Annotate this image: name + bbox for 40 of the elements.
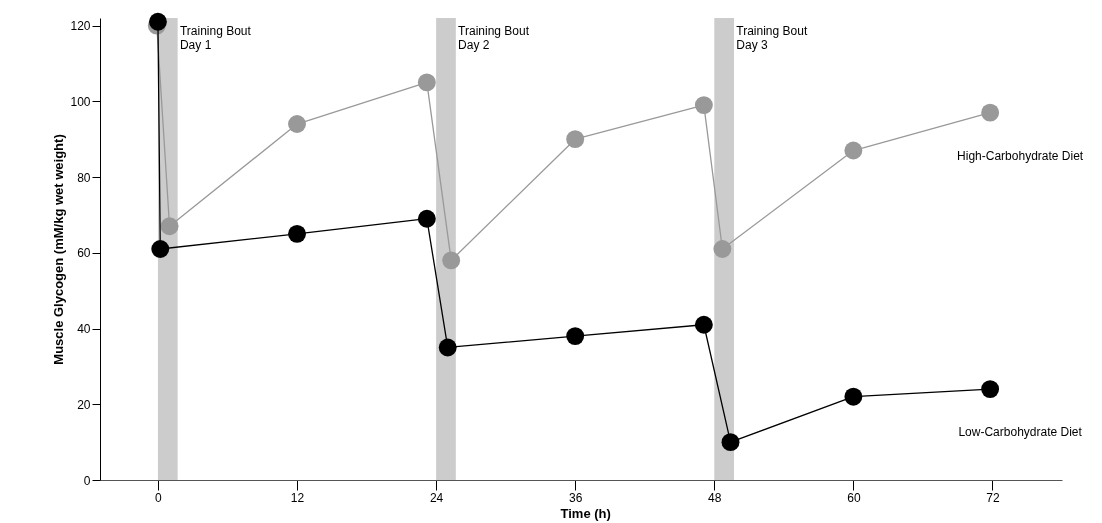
point <box>713 240 732 258</box>
point <box>566 130 585 149</box>
text: Low-Carbohydrate Diet <box>958 425 1083 440</box>
point <box>149 12 167 31</box>
point <box>288 224 306 243</box>
point <box>151 240 170 258</box>
y-tick-label: 60 <box>77 246 91 261</box>
y-tick-label: 0 <box>83 473 91 488</box>
y-axis-title: Muscle Glycogen (mM/kg wet weight) <box>51 134 67 365</box>
point <box>442 251 461 270</box>
point <box>981 380 1000 399</box>
x-tick-label: 0 <box>155 490 163 505</box>
y-tick-label: 100 <box>70 94 91 109</box>
point <box>566 327 585 346</box>
band-label: Training Bout Day 2 <box>458 24 530 52</box>
point <box>844 387 863 406</box>
x-tick-label: 60 <box>847 490 861 505</box>
point <box>721 433 740 452</box>
y-tick-label: 40 <box>77 322 91 337</box>
y-tick-label: 80 <box>77 170 91 185</box>
point <box>438 338 457 357</box>
x-tick-label: 24 <box>429 490 444 505</box>
band-label: Training Bout Day 3 <box>736 24 808 52</box>
y-tick-label: 120 <box>70 19 91 34</box>
point <box>288 115 306 133</box>
x-tick-label: 72 <box>986 490 1000 505</box>
band-label: Training Bout Day 1 <box>179 24 252 52</box>
x-axis-title: Time (h) <box>560 505 611 521</box>
y-tick-label: 20 <box>77 397 91 412</box>
point <box>694 96 713 115</box>
point <box>844 141 863 160</box>
point <box>694 315 713 334</box>
point <box>160 217 179 236</box>
x-tick-label: 48 <box>708 490 722 505</box>
point <box>417 73 436 92</box>
point <box>417 209 436 228</box>
x-tick-label: 36 <box>569 490 583 505</box>
x-tick-label: 12 <box>290 490 305 505</box>
text: High-Carbohydrate Diet <box>957 148 1084 163</box>
point <box>981 103 1000 122</box>
